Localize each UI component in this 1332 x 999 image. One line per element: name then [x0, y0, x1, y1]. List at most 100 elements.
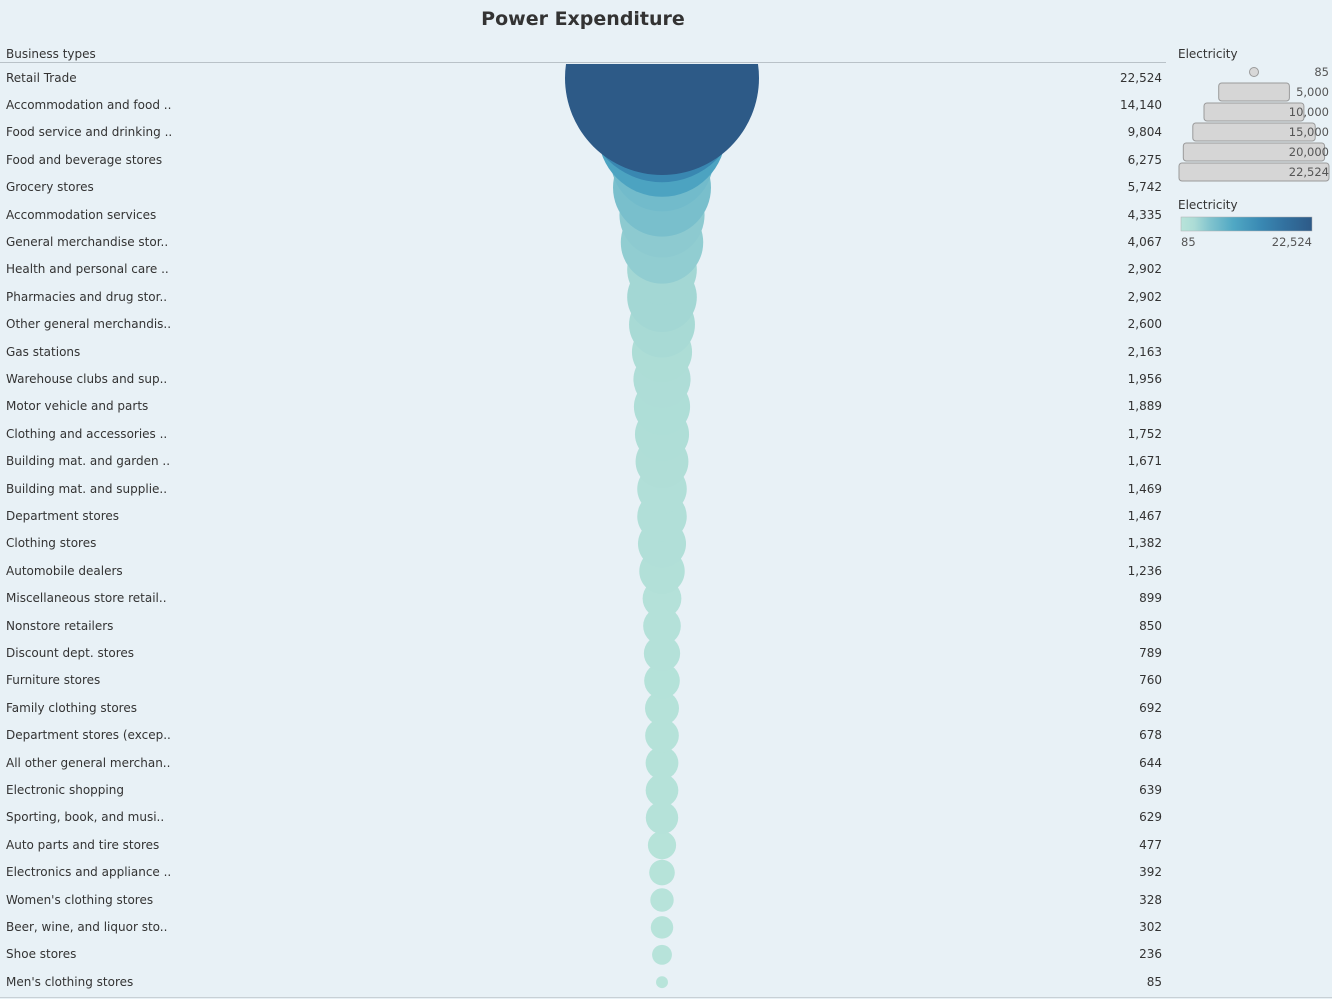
bubble[interactable]	[645, 691, 679, 726]
table-row[interactable]: Health and personal care .. 2,902	[0, 256, 1166, 283]
bubble[interactable]	[645, 746, 679, 780]
table-row[interactable]: Auto parts and tire stores 477	[0, 832, 1166, 859]
table-row[interactable]: Food and beverage stores 6,275	[0, 147, 1166, 174]
data-label: 629	[1139, 810, 1162, 825]
data-label: 850	[1139, 618, 1162, 633]
bubble[interactable]	[650, 888, 674, 912]
bubble[interactable]	[645, 718, 679, 753]
table-row[interactable]: Nonstore retailers 850	[0, 613, 1166, 640]
bubble[interactable]	[652, 944, 672, 965]
data-label: 1,469	[1127, 481, 1162, 496]
bubble[interactable]	[647, 831, 677, 860]
size-legend-label: 15,000	[1289, 125, 1329, 139]
table-row[interactable]: Women's clothing stores 328	[0, 887, 1166, 914]
table-row[interactable]: Food service and drinking .. 9,804	[0, 119, 1166, 146]
table-row[interactable]: Sporting, book, and musi.. 629	[0, 804, 1166, 831]
category-label: Nonstore retailers	[6, 618, 114, 633]
category-label: Accommodation services	[6, 207, 157, 222]
category-label: Grocery stores	[6, 180, 94, 195]
data-label: 678	[1139, 728, 1162, 743]
bubble[interactable]	[645, 801, 679, 835]
data-label: 2,163	[1127, 344, 1162, 359]
bubble[interactable]	[650, 916, 674, 939]
size-legend-marker	[1182, 142, 1326, 162]
data-label: 477	[1139, 837, 1162, 852]
table-row[interactable]: Clothing and accessories .. 1,752	[0, 421, 1166, 448]
data-label: 14,140	[1120, 97, 1162, 112]
bubble[interactable]	[656, 976, 668, 989]
table-row[interactable]: Electronics and appliance .. 392	[0, 859, 1166, 886]
table-row[interactable]: Retail Trade 22,524	[0, 65, 1166, 92]
table-row[interactable]: Beer, wine, and liquor sto.. 302	[0, 914, 1166, 941]
bubble[interactable]	[643, 607, 681, 645]
data-label: 1,467	[1127, 508, 1162, 523]
data-label: 236	[1139, 947, 1162, 962]
table-row[interactable]: Building mat. and supplie.. 1,469	[0, 476, 1166, 503]
bubble[interactable]	[649, 859, 675, 886]
size-legend-label: 22,524	[1289, 165, 1329, 179]
category-label: Gas stations	[6, 344, 81, 359]
category-label: Electronic shopping	[6, 782, 124, 797]
table-row[interactable]: Accommodation and food .. 14,140	[0, 92, 1166, 119]
table-row[interactable]: Clothing stores 1,382	[0, 530, 1166, 557]
data-label: 692	[1139, 700, 1162, 715]
data-label: 1,889	[1127, 399, 1162, 414]
data-label: 789	[1139, 645, 1162, 660]
bottom-divider	[0, 997, 1332, 998]
data-label: 5,742	[1127, 180, 1162, 195]
data-label: 22,524	[1120, 70, 1162, 85]
category-label: Auto parts and tire stores	[6, 837, 160, 852]
color-legend[interactable]: 85 22,524	[1176, 214, 1332, 254]
table-row[interactable]: Family clothing stores 692	[0, 695, 1166, 722]
category-label: Automobile dealers	[6, 563, 123, 578]
category-label: Clothing and accessories ..	[6, 426, 168, 441]
size-legend-label: 5,000	[1296, 85, 1329, 99]
bubble[interactable]	[565, 64, 759, 175]
table-row[interactable]: Grocery stores 5,742	[0, 174, 1166, 201]
bubble-plot	[565, 64, 759, 989]
table-row[interactable]: Men's clothing stores 85	[0, 969, 1166, 996]
data-label: 392	[1139, 865, 1162, 880]
category-label: Building mat. and supplie..	[6, 481, 168, 496]
table-row[interactable]: Department stores (excep.. 678	[0, 722, 1166, 749]
size-legend-title: Electricity	[1178, 47, 1238, 61]
table-row[interactable]: Department stores 1,467	[0, 503, 1166, 530]
table-row[interactable]: All other general merchan.. 644	[0, 750, 1166, 777]
color-legend-max-label: 22,524	[1272, 235, 1312, 249]
data-label: 1,236	[1127, 563, 1162, 578]
color-ramp	[1180, 216, 1313, 232]
table-row[interactable]: Electronic shopping 639	[0, 777, 1166, 804]
bubble[interactable]	[645, 774, 679, 807]
data-label: 6,275	[1127, 152, 1162, 167]
category-rows: Retail Trade 22,524 Accommodation and food…	[0, 64, 1166, 997]
bubble[interactable]	[643, 635, 681, 672]
table-row[interactable]: Automobile dealers 1,236	[0, 558, 1166, 585]
table-row[interactable]: Gas stations 2,163	[0, 339, 1166, 366]
table-row[interactable]: Warehouse clubs and sup.. 1,956	[0, 366, 1166, 393]
size-legend-marker	[1178, 162, 1330, 182]
table-row[interactable]: Other general merchandis.. 2,600	[0, 311, 1166, 338]
table-row[interactable]: Discount dept. stores 789	[0, 640, 1166, 667]
size-legend-marker	[1249, 67, 1259, 77]
table-row[interactable]: Building mat. and garden .. 1,671	[0, 448, 1166, 475]
table-row[interactable]: Motor vehicle and parts 1,889	[0, 393, 1166, 420]
table-row[interactable]: Furniture stores 760	[0, 667, 1166, 694]
category-label: Electronics and appliance ..	[6, 865, 172, 880]
size-legend[interactable]: 85 5,000 10,000 15,000 20,000 22,524	[1176, 64, 1332, 184]
table-row[interactable]: Accommodation services 4,335	[0, 202, 1166, 229]
category-label: Building mat. and garden ..	[6, 454, 171, 469]
chart-title: Power Expenditure	[481, 8, 685, 30]
table-row[interactable]: Shoe stores 236	[0, 941, 1166, 968]
category-label: Retail Trade	[6, 70, 77, 85]
header-divider	[0, 62, 1166, 63]
data-label: 1,956	[1127, 371, 1162, 386]
category-label: Food service and drinking ..	[6, 125, 173, 140]
category-label: Shoe stores	[6, 947, 77, 962]
data-label: 1,752	[1127, 426, 1162, 441]
bubble[interactable]	[644, 662, 680, 699]
table-row[interactable]: General merchandise stor.. 4,067	[0, 229, 1166, 256]
table-row[interactable]: Pharmacies and drug stor.. 2,902	[0, 284, 1166, 311]
category-label: Other general merchandis..	[6, 317, 172, 332]
data-label: 302	[1139, 919, 1162, 934]
table-row[interactable]: Miscellaneous store retail.. 899	[0, 585, 1166, 612]
